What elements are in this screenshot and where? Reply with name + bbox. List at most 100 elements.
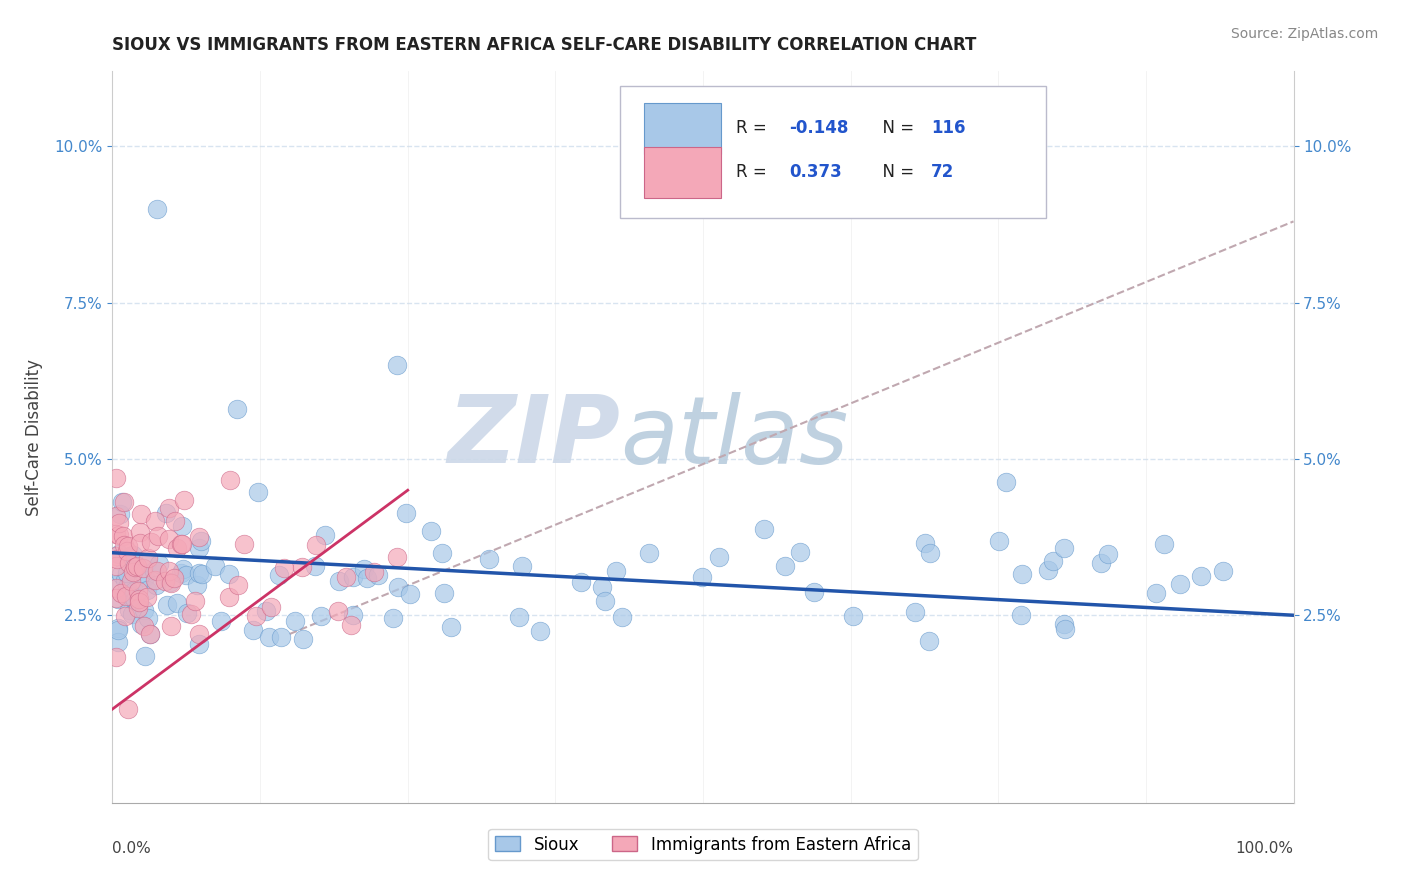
Point bbox=[129, 508, 152, 522]
Point bbox=[143, 574, 166, 588]
Point bbox=[304, 559, 326, 574]
Point bbox=[135, 555, 157, 569]
Text: -0.148: -0.148 bbox=[789, 120, 849, 137]
Point bbox=[157, 532, 180, 546]
Point bbox=[105, 552, 128, 566]
Point bbox=[605, 564, 627, 578]
Point bbox=[356, 571, 378, 585]
Point bbox=[117, 603, 139, 617]
Point bbox=[478, 552, 501, 566]
Point bbox=[440, 620, 463, 634]
Text: 0.373: 0.373 bbox=[789, 163, 842, 181]
Point bbox=[139, 534, 162, 549]
Point bbox=[160, 575, 183, 590]
Point bbox=[1042, 553, 1064, 567]
Text: 72: 72 bbox=[931, 163, 955, 181]
Point bbox=[122, 566, 145, 580]
Point bbox=[157, 564, 180, 578]
Point bbox=[385, 358, 408, 372]
Point bbox=[1036, 562, 1059, 576]
Point bbox=[752, 523, 775, 537]
Point bbox=[610, 610, 633, 624]
Point bbox=[245, 608, 267, 623]
Point bbox=[173, 493, 195, 508]
Point bbox=[191, 567, 214, 582]
Point bbox=[129, 525, 152, 540]
Point bbox=[163, 571, 186, 585]
Point bbox=[420, 524, 443, 539]
Point bbox=[166, 541, 188, 555]
Point bbox=[172, 562, 194, 576]
Point bbox=[218, 591, 240, 605]
Point bbox=[284, 614, 307, 628]
Point bbox=[305, 538, 328, 552]
Point bbox=[170, 566, 193, 580]
Point bbox=[146, 202, 169, 216]
Text: 0.0%: 0.0% bbox=[112, 841, 152, 855]
Point bbox=[1189, 569, 1212, 583]
Point bbox=[326, 604, 349, 618]
Point bbox=[134, 648, 156, 663]
FancyBboxPatch shape bbox=[644, 103, 721, 154]
Point bbox=[132, 561, 155, 575]
Point bbox=[918, 546, 941, 560]
Point bbox=[127, 583, 149, 598]
Point bbox=[1168, 576, 1191, 591]
Point bbox=[143, 564, 166, 578]
Text: 116: 116 bbox=[931, 120, 966, 137]
Point bbox=[1053, 541, 1076, 555]
Point bbox=[120, 590, 142, 604]
Point bbox=[124, 559, 146, 574]
Point bbox=[269, 567, 291, 582]
Point bbox=[148, 558, 170, 572]
Point bbox=[110, 586, 132, 600]
Point bbox=[163, 514, 186, 528]
Point bbox=[803, 585, 825, 599]
Text: R =: R = bbox=[737, 120, 772, 137]
Point bbox=[131, 566, 153, 580]
Point bbox=[138, 551, 160, 566]
Point bbox=[120, 574, 142, 588]
Point bbox=[593, 593, 616, 607]
Point bbox=[145, 578, 167, 592]
Point bbox=[342, 607, 364, 622]
Point bbox=[155, 506, 177, 520]
Point bbox=[314, 528, 336, 542]
Point bbox=[270, 630, 292, 644]
Point bbox=[115, 566, 138, 580]
Point bbox=[382, 611, 405, 625]
Point bbox=[180, 607, 202, 622]
Point bbox=[107, 621, 129, 635]
Point bbox=[638, 546, 661, 560]
Point bbox=[129, 616, 152, 631]
Point bbox=[105, 527, 128, 541]
Point bbox=[259, 600, 281, 615]
Point bbox=[107, 528, 129, 542]
Point bbox=[187, 637, 209, 651]
Text: R =: R = bbox=[737, 163, 772, 181]
Point bbox=[190, 534, 212, 549]
Point bbox=[1053, 622, 1076, 636]
Point bbox=[254, 604, 277, 618]
Point bbox=[510, 559, 533, 574]
Point bbox=[146, 564, 169, 578]
Point bbox=[188, 566, 211, 580]
Point bbox=[115, 544, 138, 558]
Legend: Sioux, Immigrants from Eastern Africa: Sioux, Immigrants from Eastern Africa bbox=[488, 829, 918, 860]
Point bbox=[117, 702, 139, 716]
Point bbox=[105, 559, 128, 574]
Point bbox=[988, 533, 1011, 548]
Point bbox=[128, 595, 150, 609]
Point bbox=[105, 508, 128, 523]
Point bbox=[187, 541, 209, 555]
Point bbox=[328, 574, 350, 589]
Point bbox=[118, 556, 141, 570]
Point bbox=[842, 609, 865, 624]
Point bbox=[339, 617, 361, 632]
Point bbox=[218, 567, 240, 582]
Point bbox=[105, 591, 128, 605]
Point bbox=[111, 495, 134, 509]
Point bbox=[115, 580, 138, 594]
Point bbox=[914, 536, 936, 550]
Point bbox=[432, 546, 454, 560]
